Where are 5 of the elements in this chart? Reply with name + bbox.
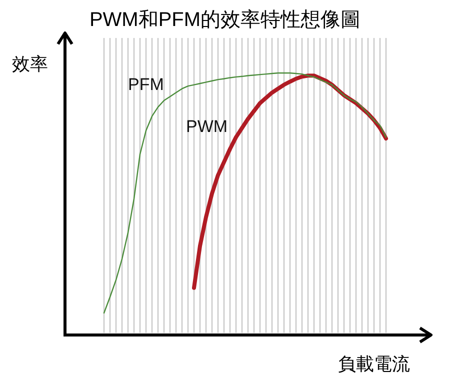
series-label: PWM <box>186 117 228 136</box>
x-axis-title: 負載電流 <box>338 354 410 374</box>
series-label: PFM <box>128 75 164 94</box>
chart-title: PWM和PFM的效率特性想像圖 <box>89 9 361 31</box>
y-axis-title: 效率 <box>12 54 48 74</box>
